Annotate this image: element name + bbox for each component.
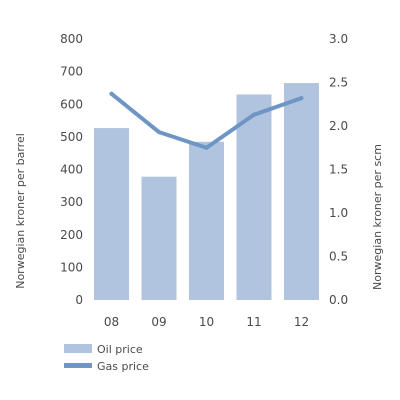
legend: Oil price Gas price: [64, 343, 149, 373]
oil-price-bar: [189, 141, 224, 300]
oil-price-bar: [284, 83, 319, 300]
right-tick-label: 2.0: [329, 119, 348, 133]
gas-price-point: [299, 96, 304, 101]
left-axis-title: Norwegian kroner per barrel: [14, 133, 27, 289]
right-tick-label: 2.5: [329, 76, 348, 90]
right-tick-label: 3.0: [329, 32, 348, 46]
left-tick-label: 600: [60, 97, 83, 111]
gas-price-point: [204, 145, 209, 150]
gas-price-line: [109, 91, 304, 150]
oil-price-bar: [236, 94, 272, 301]
oil-price-bar: [94, 128, 129, 300]
right-axis-ticks: 0.0 0.5 1.0 1.5 2.0 2.5 3.0: [329, 32, 348, 307]
legend-gas-swatch: [64, 363, 92, 368]
gas-price-point: [157, 130, 161, 135]
x-tick-label: 09: [151, 315, 166, 329]
right-tick-label: 1.5: [329, 163, 348, 177]
oil-price-bars: [94, 83, 319, 301]
left-tick-label: 800: [60, 32, 83, 46]
right-axis-title: Norwegian kroner per scm: [371, 144, 384, 290]
left-tick-label: 0: [75, 293, 83, 307]
x-tick-label: 12: [294, 315, 309, 329]
left-tick-label: 100: [60, 260, 83, 274]
x-axis-ticks: 08 09 10 11 12: [104, 315, 309, 329]
gas-price-line-group: [109, 91, 304, 150]
x-tick-label: 08: [104, 315, 119, 329]
x-tick-label: 10: [199, 315, 214, 329]
left-axis-ticks: 0 100 200 300 400 500 600 700 800: [60, 32, 83, 307]
gas-price-point: [109, 91, 114, 96]
left-tick-label: 300: [60, 195, 83, 209]
legend-oil-swatch: [64, 344, 92, 353]
gas-price-point: [252, 112, 256, 117]
left-tick-label: 700: [60, 65, 83, 79]
legend-oil-label: Oil price: [97, 343, 143, 356]
right-tick-label: 0.5: [329, 250, 348, 264]
legend-gas-label: Gas price: [97, 360, 149, 373]
left-tick-label: 400: [60, 163, 83, 177]
right-tick-label: 0.0: [329, 293, 348, 307]
left-tick-label: 500: [60, 130, 83, 144]
left-tick-label: 200: [60, 228, 83, 242]
oil-price-bar: [141, 176, 177, 300]
right-tick-label: 1.0: [329, 206, 348, 220]
x-tick-label: 11: [246, 315, 261, 329]
